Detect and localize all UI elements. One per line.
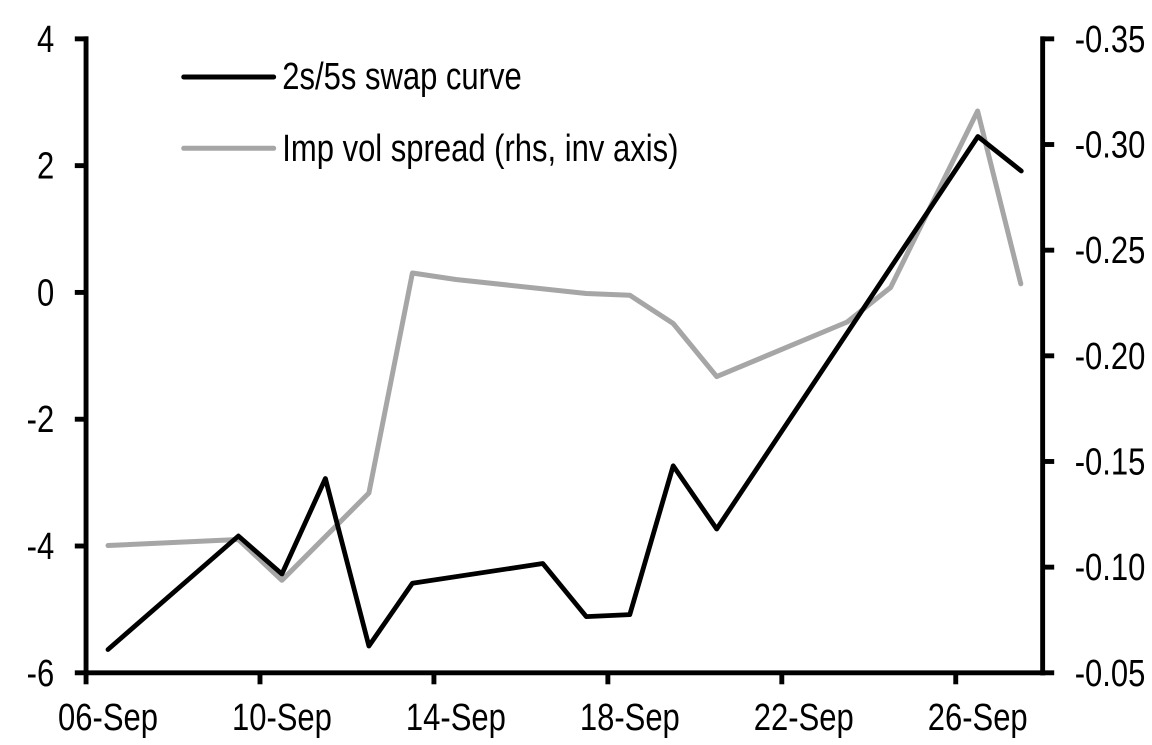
svg-text:-0.25: -0.25 [1075, 230, 1146, 272]
svg-text:4: 4 [37, 19, 54, 61]
svg-text:-0.15: -0.15 [1075, 442, 1146, 484]
svg-text:-4: -4 [27, 526, 55, 568]
svg-text:Imp vol spread (rhs, inv axis): Imp vol spread (rhs, inv axis) [282, 128, 678, 170]
svg-text:2s/5s swap curve: 2s/5s swap curve [282, 56, 521, 98]
svg-text:0: 0 [37, 272, 54, 314]
svg-text:26-Sep: 26-Sep [928, 697, 1028, 739]
svg-text:-0.30: -0.30 [1075, 125, 1146, 167]
svg-text:2: 2 [37, 146, 54, 188]
svg-text:06-Sep: 06-Sep [58, 697, 158, 739]
svg-text:-0.35: -0.35 [1075, 19, 1146, 61]
svg-text:14-Sep: 14-Sep [406, 697, 506, 739]
svg-text:10-Sep: 10-Sep [232, 697, 332, 739]
svg-text:22-Sep: 22-Sep [754, 697, 854, 739]
svg-text:-0.05: -0.05 [1075, 653, 1146, 695]
svg-text:-6: -6 [27, 653, 55, 695]
svg-text:18-Sep: 18-Sep [580, 697, 680, 739]
svg-text:-0.20: -0.20 [1075, 336, 1146, 378]
svg-text:-2: -2 [27, 399, 55, 441]
svg-text:-0.10: -0.10 [1075, 547, 1146, 589]
